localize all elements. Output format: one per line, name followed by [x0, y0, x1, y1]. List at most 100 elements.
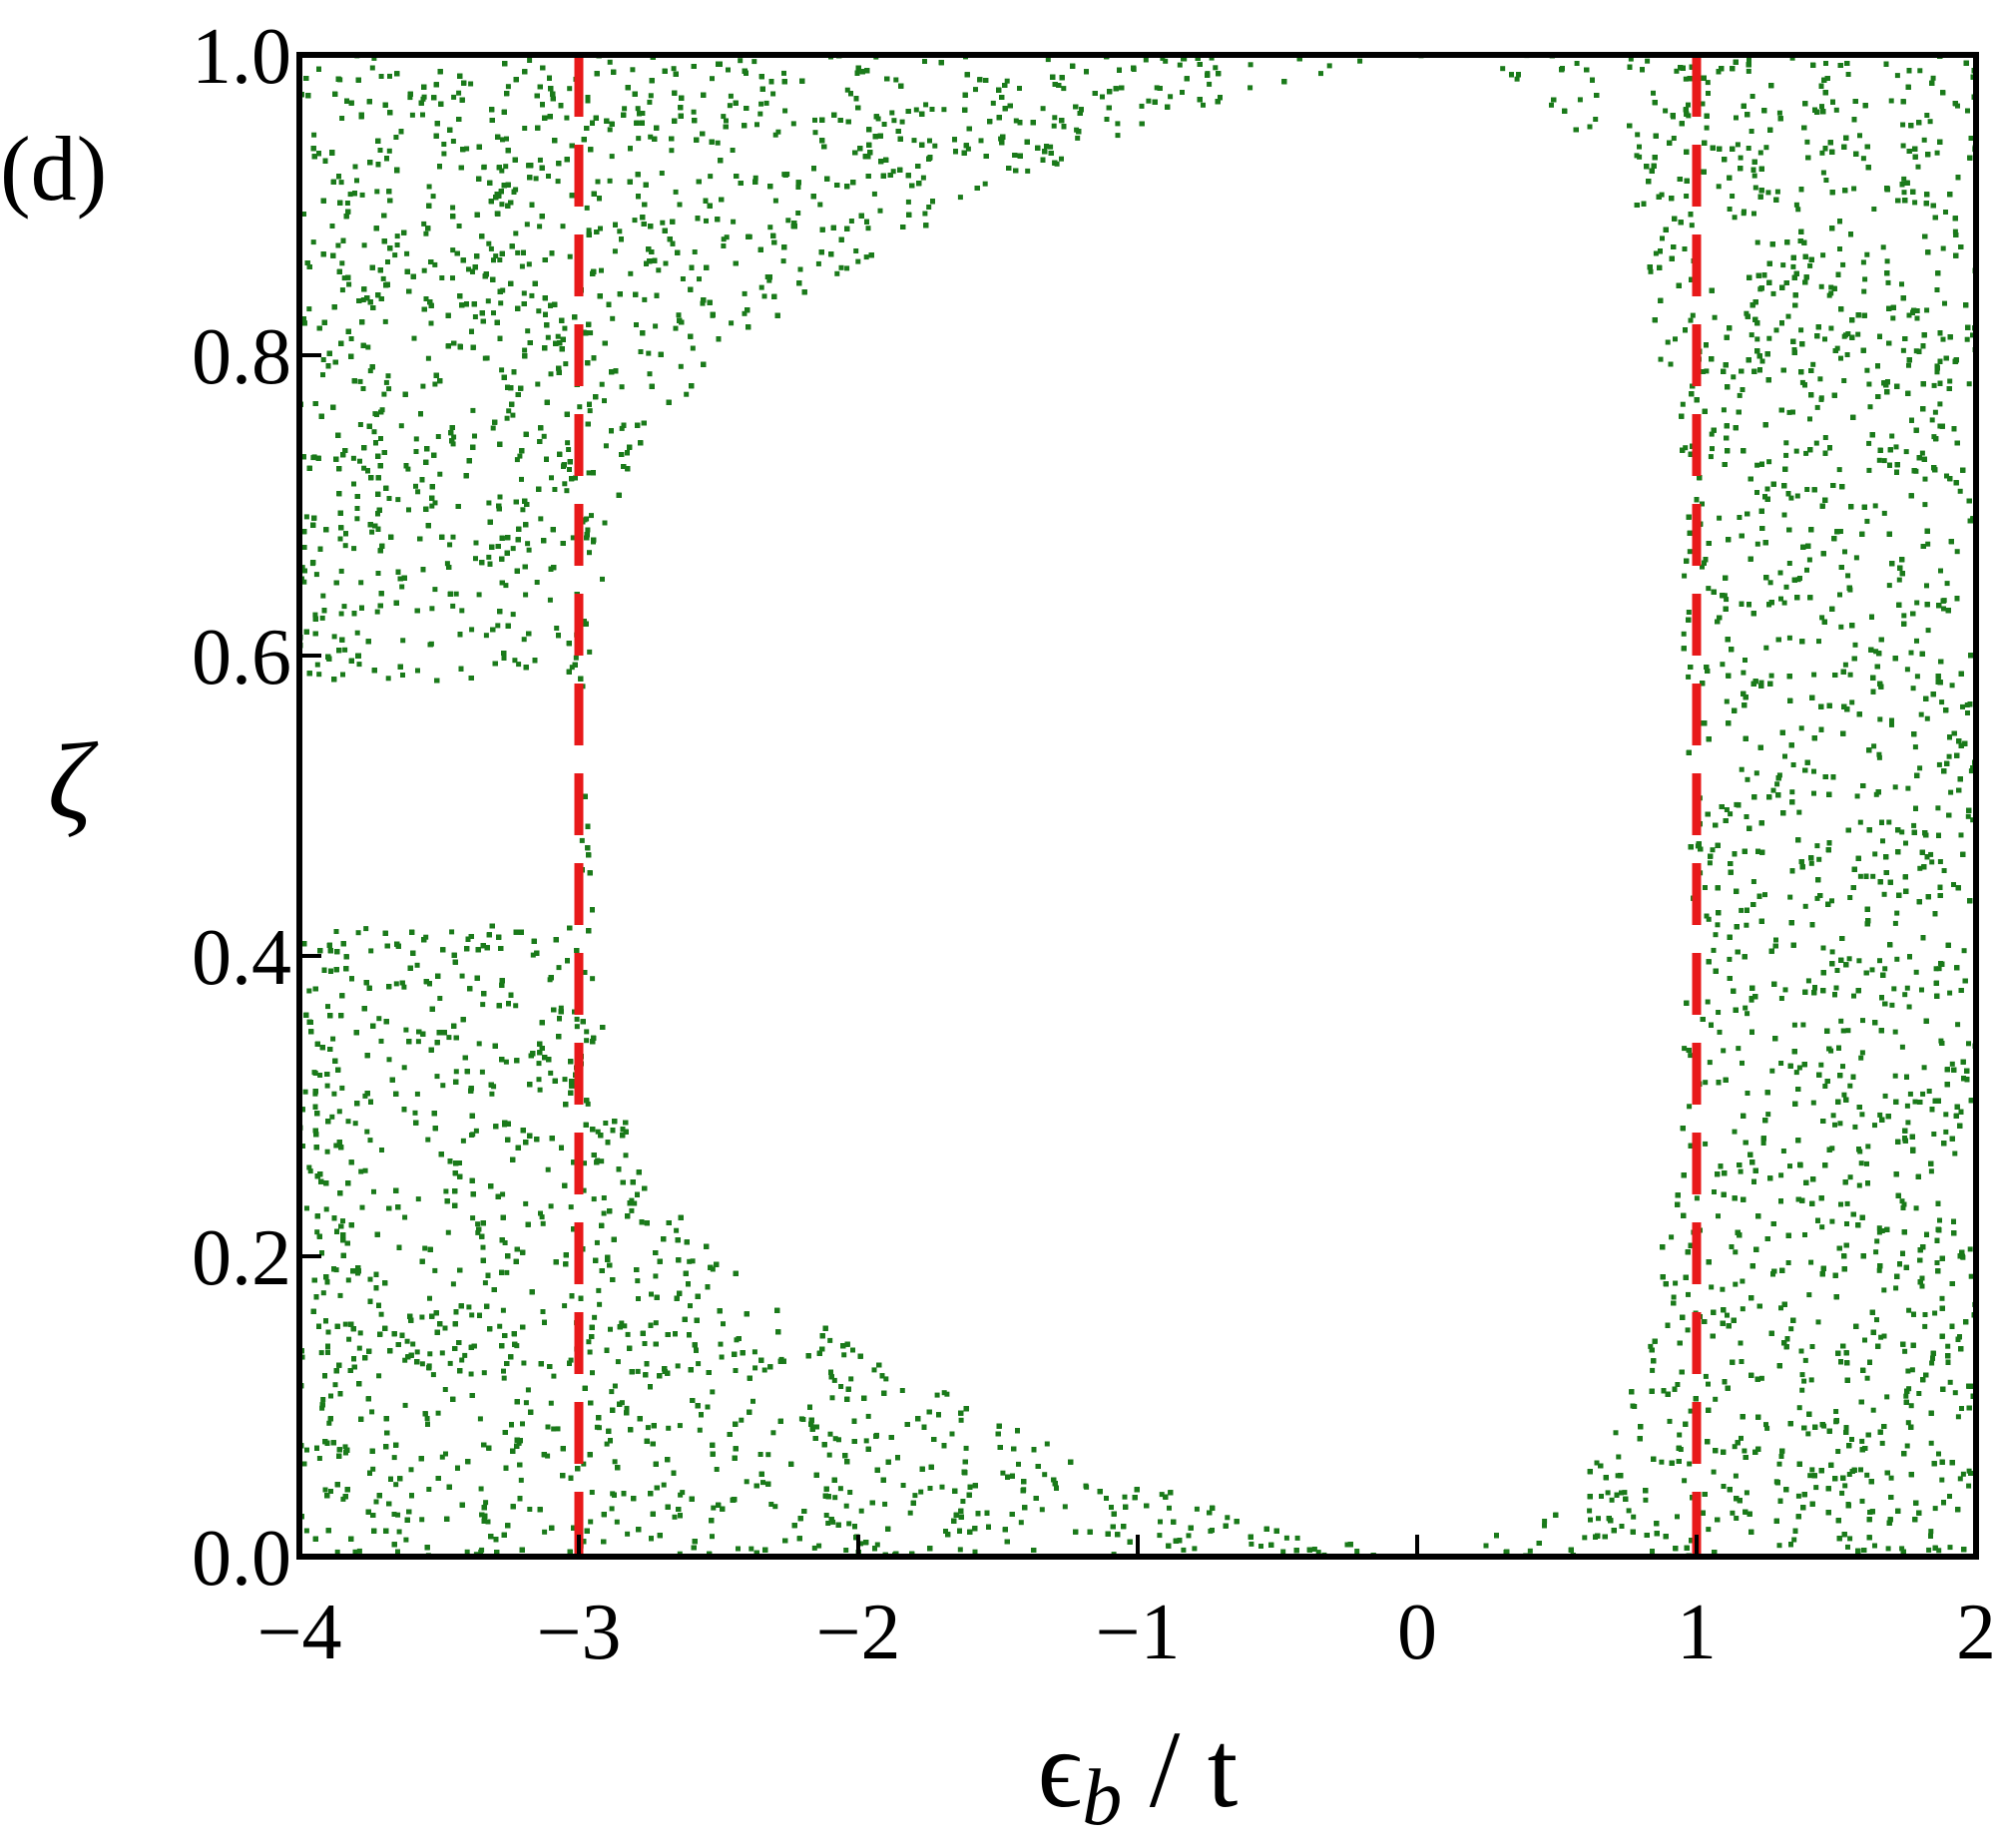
scatter-point	[647, 99, 653, 105]
scatter-point	[1876, 754, 1882, 760]
scatter-point	[1700, 501, 1705, 507]
scatter-point	[1754, 462, 1760, 468]
scatter-point	[785, 218, 791, 224]
scatter-point	[415, 489, 421, 495]
scatter-point	[1745, 776, 1750, 782]
scatter-point	[1931, 1132, 1937, 1137]
scatter-point	[1769, 1068, 1775, 1074]
scatter-point	[1750, 879, 1756, 884]
scatter-point	[751, 59, 757, 65]
scatter-point	[319, 615, 325, 621]
scatter-point	[1577, 97, 1583, 103]
scatter-point	[1842, 1483, 1848, 1489]
scatter-point	[525, 1387, 531, 1393]
scatter-point	[453, 1069, 459, 1075]
scatter-point	[415, 668, 420, 674]
scatter-point	[1960, 1471, 1966, 1477]
scatter-point	[1847, 895, 1853, 900]
scatter-point	[523, 1400, 529, 1406]
scatter-point	[320, 1397, 326, 1402]
scatter-point	[648, 93, 654, 99]
scatter-point	[1706, 1527, 1712, 1533]
scatter-point	[731, 219, 737, 225]
scatter-point	[1847, 1174, 1853, 1180]
scatter-point	[838, 1384, 844, 1389]
scatter-point	[1669, 1234, 1675, 1240]
scatter-point	[1892, 1073, 1898, 1079]
scatter-point	[447, 1360, 453, 1366]
scatter-point	[758, 284, 764, 290]
scatter-point	[1685, 1327, 1691, 1333]
scatter-point	[1201, 102, 1206, 108]
scatter-point	[504, 136, 509, 142]
scatter-point	[356, 1548, 362, 1554]
scatter-point	[489, 1091, 495, 1097]
scatter-point	[1733, 1249, 1739, 1255]
scatter-point	[524, 222, 530, 228]
scatter-point	[1739, 1435, 1744, 1441]
scatter-point	[1936, 966, 1942, 972]
scatter-point	[424, 1416, 430, 1421]
scatter-point	[871, 1367, 877, 1373]
scatter-points	[299, 55, 1976, 1557]
scatter-point	[829, 1395, 835, 1401]
scatter-point	[1924, 307, 1930, 313]
scatter-point	[573, 655, 579, 661]
scatter-point	[632, 1200, 638, 1206]
scatter-point	[730, 148, 736, 153]
scatter-point	[763, 100, 769, 106]
scatter-point	[1687, 1104, 1693, 1110]
scatter-point	[1773, 327, 1779, 333]
scatter-point	[591, 1196, 597, 1202]
scatter-point	[1763, 645, 1769, 651]
scatter-point	[466, 266, 471, 272]
scatter-point	[306, 1164, 312, 1170]
scatter-point	[1899, 1546, 1905, 1552]
scatter-point	[1880, 244, 1886, 250]
scatter-point	[1542, 1519, 1548, 1524]
scatter-point	[1871, 743, 1877, 749]
scatter-point	[585, 1101, 591, 1107]
scatter-point	[412, 1110, 418, 1116]
scatter-point	[837, 1486, 843, 1492]
scatter-point	[1822, 1084, 1828, 1089]
scatter-point	[863, 254, 869, 260]
scatter-point	[1881, 891, 1887, 897]
scatter-point	[573, 475, 578, 481]
scatter-point	[562, 325, 568, 331]
scatter-point	[322, 1487, 328, 1493]
scatter-point	[555, 333, 561, 339]
scatter-point	[423, 231, 429, 236]
scatter-point	[451, 94, 457, 100]
scatter-point	[1913, 1205, 1919, 1211]
scatter-point	[1948, 789, 1954, 795]
scatter-point	[1791, 1537, 1797, 1543]
scatter-point	[1886, 819, 1892, 825]
scatter-point	[1869, 967, 1875, 973]
scatter-point	[386, 496, 392, 501]
scatter-point	[1808, 1259, 1814, 1265]
scatter-point	[1859, 1050, 1865, 1056]
scatter-point	[352, 1549, 358, 1555]
scatter-point	[614, 1519, 620, 1525]
scatter-point	[432, 1267, 438, 1273]
scatter-point	[473, 540, 479, 546]
scatter-point	[1615, 1473, 1621, 1479]
scatter-point	[982, 181, 988, 187]
scatter-point	[1712, 1189, 1717, 1194]
scatter-point	[413, 449, 419, 454]
scatter-point	[738, 58, 744, 64]
scatter-point	[587, 408, 593, 414]
scatter-point	[501, 1368, 506, 1374]
scatter-point	[426, 184, 432, 190]
scatter-point	[1787, 894, 1793, 900]
scatter-point	[364, 1129, 370, 1135]
scatter-point	[369, 65, 375, 71]
scatter-point	[383, 379, 389, 385]
scatter-point	[556, 965, 562, 971]
scatter-point	[527, 58, 533, 63]
scatter-point	[517, 453, 523, 459]
scatter-point	[482, 355, 488, 361]
scatter-point	[378, 74, 384, 79]
scatter-point	[1762, 892, 1767, 898]
